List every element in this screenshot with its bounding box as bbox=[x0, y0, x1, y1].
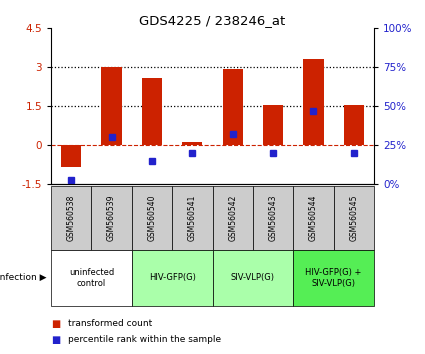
Bar bbox=[142, 78, 162, 145]
Text: transformed count: transformed count bbox=[68, 319, 152, 329]
Bar bbox=[182, 142, 202, 145]
Bar bbox=[344, 105, 364, 145]
Text: ■: ■ bbox=[51, 335, 60, 345]
Text: infection ▶: infection ▶ bbox=[0, 273, 47, 282]
Text: GSM560538: GSM560538 bbox=[67, 194, 76, 241]
Title: GDS4225 / 238246_at: GDS4225 / 238246_at bbox=[139, 14, 286, 27]
Text: HIV-GFP(G): HIV-GFP(G) bbox=[149, 273, 196, 282]
Text: GSM560540: GSM560540 bbox=[147, 194, 156, 241]
Text: percentile rank within the sample: percentile rank within the sample bbox=[68, 335, 221, 344]
Bar bbox=[263, 105, 283, 145]
Bar bbox=[102, 67, 122, 145]
Text: HIV-GFP(G) +
SIV-VLP(G): HIV-GFP(G) + SIV-VLP(G) bbox=[306, 268, 362, 287]
Bar bbox=[223, 69, 243, 145]
Text: ■: ■ bbox=[51, 319, 60, 329]
Text: SIV-VLP(G): SIV-VLP(G) bbox=[231, 273, 275, 282]
Text: GSM560539: GSM560539 bbox=[107, 194, 116, 241]
Text: GSM560543: GSM560543 bbox=[269, 194, 278, 241]
Bar bbox=[303, 59, 323, 145]
Text: GSM560541: GSM560541 bbox=[188, 194, 197, 241]
Text: GSM560545: GSM560545 bbox=[349, 194, 358, 241]
Bar bbox=[61, 145, 81, 167]
Text: GSM560542: GSM560542 bbox=[228, 194, 237, 241]
Text: GSM560544: GSM560544 bbox=[309, 194, 318, 241]
Text: uninfected
control: uninfected control bbox=[69, 268, 114, 287]
